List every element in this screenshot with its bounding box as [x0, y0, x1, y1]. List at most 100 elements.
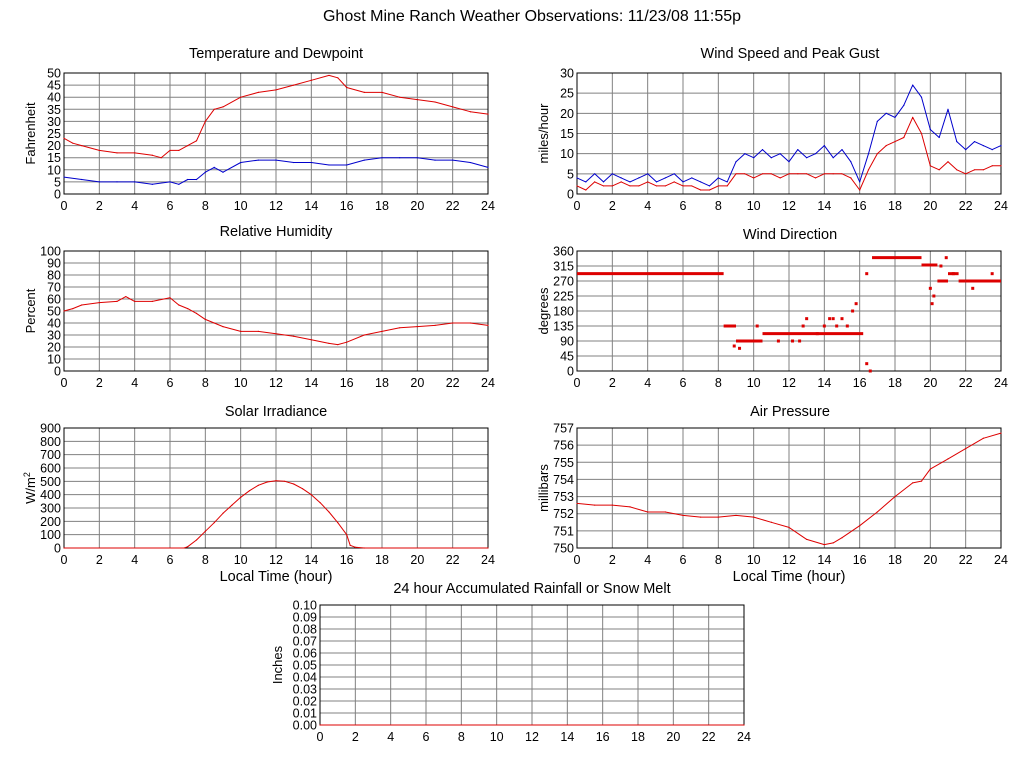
- y-tick-label: 754: [553, 473, 574, 487]
- series-point: [257, 330, 259, 332]
- series-point: [81, 145, 83, 147]
- series-point: [116, 181, 118, 183]
- series-point: [363, 547, 365, 549]
- series-point: [381, 157, 383, 159]
- series-point: [664, 185, 666, 187]
- series-point: [982, 169, 984, 171]
- y-tick-label: 15: [560, 127, 574, 141]
- page-title: Ghost Mine Ranch Weather Observations: 1…: [322, 8, 742, 25]
- series-point: [708, 189, 711, 191]
- x-tick-label: 12: [269, 553, 283, 567]
- series-point: [929, 468, 931, 470]
- y-tick-label: 35: [47, 103, 61, 117]
- series-point: [770, 157, 772, 159]
- x-tick-label: 24: [481, 553, 495, 567]
- series-point: [682, 185, 684, 187]
- series-point: [293, 335, 295, 337]
- series-point: [611, 173, 613, 175]
- series-point: [284, 480, 286, 482]
- series-point: [222, 512, 224, 514]
- series-line-blue: [63, 157, 489, 185]
- x-tick-label: 24: [737, 730, 751, 744]
- series-point: [602, 181, 605, 183]
- series-point: [195, 178, 198, 181]
- chart-title: Solar Irradiance: [225, 404, 327, 420]
- series-point: [682, 181, 684, 183]
- x-tick-label: 14: [817, 553, 831, 567]
- direction-point: [845, 324, 849, 328]
- series-point: [576, 502, 578, 505]
- y-axis-label: millibars: [536, 464, 551, 512]
- y-tick-label: 0: [54, 188, 61, 202]
- direction-point: [932, 294, 936, 298]
- y-tick-label: 600: [40, 462, 61, 476]
- series-point: [310, 161, 312, 164]
- direction-point: [805, 317, 809, 321]
- series-point: [187, 145, 189, 147]
- series-point: [183, 547, 185, 549]
- series-point: [204, 120, 206, 122]
- x-tick-label: 0: [61, 376, 68, 390]
- y-axis-label-text: Percent: [23, 288, 38, 333]
- x-tick-label: 22: [959, 199, 973, 213]
- series-point: [151, 183, 153, 185]
- y-tick-label: 0.07: [293, 635, 317, 649]
- series-point: [647, 173, 649, 175]
- x-tick-label: 24: [994, 376, 1008, 390]
- y-tick-label: 135: [553, 320, 574, 334]
- x-tick-label: 10: [490, 730, 504, 744]
- series-point: [178, 183, 180, 185]
- x-tick-label: 12: [525, 730, 539, 744]
- series-point: [894, 495, 896, 498]
- series-point: [920, 96, 923, 98]
- series-point: [213, 522, 215, 524]
- series-point: [735, 514, 737, 517]
- series-point: [920, 480, 923, 482]
- series-point: [169, 181, 171, 183]
- x-tick-label: 16: [340, 376, 354, 390]
- x-tick-label: 20: [923, 199, 937, 213]
- y-tick-label: 100: [40, 245, 61, 259]
- y-axis-label-text: W/m: [23, 477, 38, 504]
- x-axis-label: Local Time (hour): [733, 569, 846, 585]
- series-point: [1000, 165, 1002, 167]
- series-point: [859, 189, 861, 191]
- y-tick-label: 90: [47, 257, 61, 271]
- x-tick-label: 2: [609, 199, 616, 213]
- series-point: [850, 177, 852, 179]
- x-tick-label: 20: [410, 376, 424, 390]
- series-point: [735, 173, 737, 175]
- y-tick-label: 0: [54, 365, 61, 379]
- series-point: [381, 330, 383, 332]
- series-point: [346, 341, 348, 343]
- series-point: [416, 326, 418, 328]
- series-point: [788, 173, 790, 175]
- x-tick-label: 18: [888, 199, 902, 213]
- y-tick-label: 50: [47, 305, 61, 319]
- y-tick-label: 25: [47, 127, 61, 141]
- x-tick-label: 24: [481, 199, 495, 213]
- series-point: [885, 112, 887, 114]
- series-point: [178, 149, 180, 152]
- series-point: [204, 318, 206, 320]
- series-point: [876, 153, 878, 155]
- y-axis-label: Inches: [270, 645, 285, 684]
- direction-point: [801, 324, 805, 328]
- x-tick-label: 18: [375, 553, 389, 567]
- y-tick-label: 0.10: [293, 599, 317, 613]
- series-point: [938, 169, 940, 171]
- y-axis-label: Percent: [23, 288, 38, 333]
- x-tick-label: 6: [423, 730, 430, 744]
- series-point: [204, 171, 206, 173]
- x-tick-label: 16: [853, 553, 867, 567]
- series-point: [973, 169, 976, 171]
- y-tick-label: 900: [40, 422, 61, 436]
- x-tick-label: 2: [96, 376, 103, 390]
- y-tick-label: 0: [567, 365, 574, 379]
- series-point: [629, 181, 631, 183]
- series-point: [867, 169, 870, 171]
- series-point: [761, 149, 764, 151]
- series-point: [337, 77, 339, 79]
- y-tick-label: 40: [47, 91, 61, 105]
- y-tick-label: 315: [553, 260, 574, 274]
